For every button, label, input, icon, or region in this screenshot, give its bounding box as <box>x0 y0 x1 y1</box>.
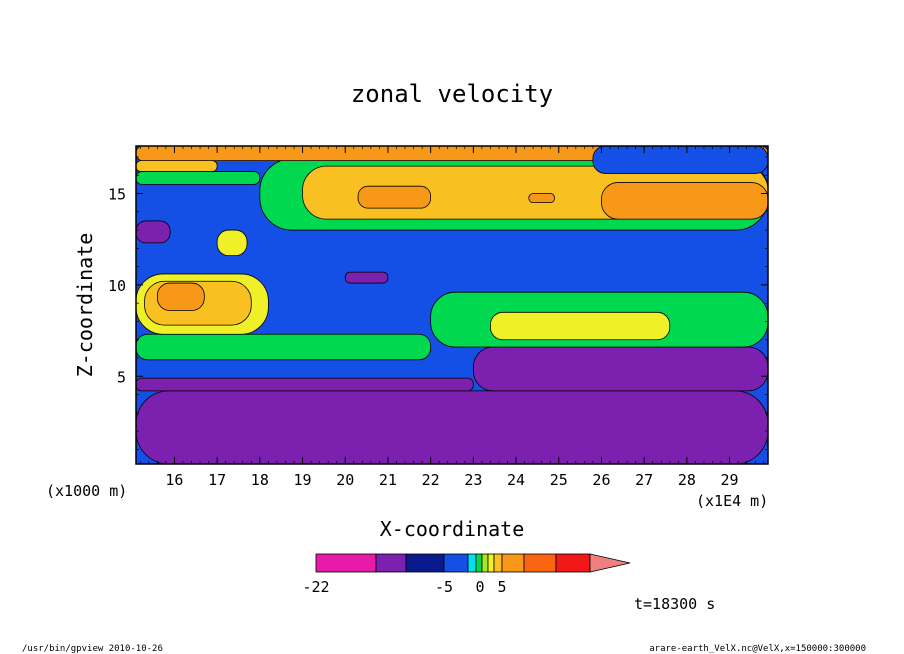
colorbar-segment-3 <box>443 553 469 573</box>
x-tick-label: 20 <box>336 471 354 489</box>
colorbar-label: -5 <box>435 578 453 596</box>
colorbar-segment-7 <box>487 553 495 573</box>
contour-region-11 <box>136 220 171 244</box>
contour-region-2 <box>472 346 768 392</box>
y-tick-label: 5 <box>117 368 126 386</box>
contour-region-0 <box>136 390 768 464</box>
contour-region-18 <box>601 182 768 220</box>
x-tick-label: 27 <box>635 471 653 489</box>
footer-left: /usr/bin/gpview 2010-10-26 <box>22 644 163 654</box>
colorbar-label: 5 <box>497 578 506 596</box>
x-tick-label: 18 <box>251 471 269 489</box>
chart-title: zonal velocity <box>351 80 553 108</box>
x-tick-label: 16 <box>165 471 183 489</box>
x-tick-label: 19 <box>294 471 312 489</box>
colorbar-segment-4 <box>467 553 477 573</box>
contour-field <box>136 146 768 464</box>
contour-region-9 <box>216 229 248 257</box>
x-tick-label: 17 <box>208 471 226 489</box>
colorbar-label: -22 <box>302 578 329 596</box>
x-axis: 16 17 18 19 20 21 22 23 24 25 26 27 28 29 <box>139 146 765 489</box>
colorbar-segment-6 <box>481 553 489 573</box>
colorbar-segment-5 <box>475 553 483 573</box>
colorbar-segment-2 <box>405 553 445 573</box>
colorbar-label: 0 <box>475 578 484 596</box>
contour-region-12 <box>136 171 261 185</box>
colorbar-segment-9 <box>501 553 525 573</box>
x-tick-label: 24 <box>507 471 525 489</box>
colorbar: -22 -5 0 5 <box>302 553 631 596</box>
x-tick-label: 23 <box>464 471 482 489</box>
contour-region-17 <box>357 185 432 209</box>
plot-frame <box>135 145 769 465</box>
colorbar-segment-0 <box>315 553 377 573</box>
y-tick-label: 10 <box>108 277 126 295</box>
x-unit-label: (x1E4 m) <box>696 492 768 510</box>
colorbar-segment-11 <box>555 553 591 573</box>
x-tick-label: 28 <box>678 471 696 489</box>
contour-region-8 <box>490 311 671 341</box>
x-tick-label: 25 <box>550 471 568 489</box>
contour-region-1 <box>136 377 474 392</box>
y-axis-label: Z-coordinate <box>73 233 97 378</box>
y-axis: 5 10 15 <box>108 156 768 450</box>
x-tick-label: 22 <box>422 471 440 489</box>
contour-region-19 <box>528 193 555 204</box>
colorbar-segment-1 <box>375 553 407 573</box>
contour-region-10 <box>344 271 389 284</box>
contour-region-3 <box>136 333 432 361</box>
x-tick-label: 26 <box>592 471 610 489</box>
y-unit-label: (x1000 m) <box>46 482 127 500</box>
colorbar-segment-10 <box>523 553 557 573</box>
colorbar-segment-8 <box>493 553 503 573</box>
contour-region-20 <box>592 146 768 174</box>
contour-region-7 <box>156 282 205 311</box>
time-label: t=18300 s <box>634 595 715 613</box>
footer-right: arare-earth_VelX.nc@VelX,x=150000:300000 <box>649 644 866 654</box>
colorbar-extend-arrow <box>589 553 631 573</box>
x-tick-label: 29 <box>721 471 739 489</box>
y-tick-label: 15 <box>108 186 126 204</box>
contour-region-14 <box>136 160 218 172</box>
x-tick-label: 21 <box>379 471 397 489</box>
x-axis-label: X-coordinate <box>380 517 525 541</box>
